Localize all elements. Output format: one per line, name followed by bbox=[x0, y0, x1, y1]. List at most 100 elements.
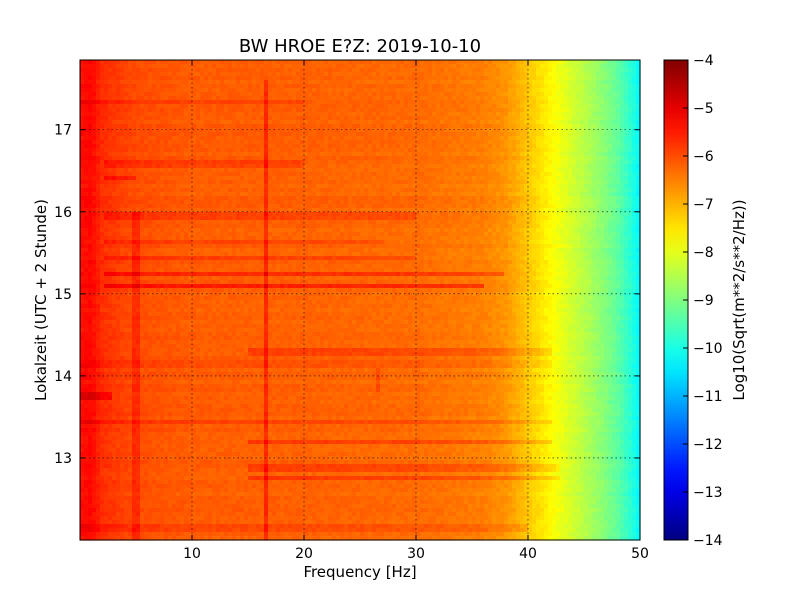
heatmap-cell bbox=[192, 192, 197, 197]
heatmap-cell bbox=[416, 96, 421, 101]
heatmap-cell bbox=[116, 144, 121, 149]
heatmap-cell bbox=[312, 88, 317, 93]
heatmap-cell bbox=[376, 128, 381, 133]
heatmap-cell bbox=[104, 92, 109, 97]
heatmap-cell bbox=[356, 192, 361, 197]
heatmap-cell bbox=[252, 88, 257, 93]
heatmap-cell bbox=[516, 184, 521, 189]
heatmap-cell bbox=[456, 132, 461, 137]
heatmap-cell bbox=[388, 60, 393, 65]
heatmap-cell bbox=[204, 88, 209, 93]
heatmap-cell bbox=[516, 116, 521, 121]
heatmap-cell bbox=[156, 100, 161, 105]
heatmap-cell bbox=[236, 88, 241, 93]
heatmap-cell bbox=[544, 124, 549, 129]
heatmap-cell bbox=[232, 72, 237, 77]
heatmap-cell bbox=[600, 152, 605, 157]
heatmap-cell bbox=[416, 180, 421, 185]
heatmap-cell bbox=[604, 80, 609, 85]
heatmap-cell bbox=[96, 200, 101, 205]
heatmap-cell bbox=[132, 100, 137, 105]
heatmap-cell bbox=[248, 188, 253, 193]
heatmap-cell bbox=[336, 92, 341, 97]
heatmap-cell bbox=[108, 60, 113, 65]
heatmap-cell bbox=[108, 176, 113, 181]
heatmap-cell bbox=[208, 104, 213, 109]
heatmap-cell bbox=[260, 144, 265, 149]
heatmap-cell bbox=[560, 116, 565, 121]
heatmap-cell bbox=[308, 92, 313, 97]
heatmap-cell bbox=[320, 104, 325, 109]
heatmap-cell bbox=[196, 112, 201, 117]
heatmap-cell bbox=[124, 120, 129, 125]
heatmap-cell bbox=[228, 76, 233, 81]
heatmap-cell bbox=[208, 124, 213, 129]
heatmap-cell bbox=[488, 60, 493, 65]
heatmap-cell bbox=[176, 152, 181, 157]
heatmap-cell bbox=[568, 128, 573, 133]
heatmap-cell bbox=[256, 180, 261, 185]
heatmap-cell bbox=[252, 176, 257, 181]
heatmap-cell bbox=[144, 148, 149, 153]
heatmap-cell bbox=[192, 72, 197, 77]
heatmap-cell bbox=[188, 132, 193, 137]
heatmap-cell bbox=[636, 152, 641, 157]
heatmap-cell bbox=[408, 152, 413, 157]
heatmap-cell bbox=[172, 84, 177, 89]
heatmap-cell bbox=[232, 176, 237, 181]
heatmap-cell bbox=[328, 136, 333, 141]
heatmap-cell bbox=[156, 168, 161, 173]
heatmap-cell bbox=[600, 132, 605, 137]
heatmap-cell bbox=[480, 112, 485, 117]
heatmap-cell bbox=[216, 160, 221, 165]
heatmap-cell bbox=[584, 76, 589, 81]
heatmap-cell bbox=[328, 188, 333, 193]
heatmap-cell bbox=[268, 172, 273, 177]
heatmap-cell bbox=[328, 108, 333, 113]
heatmap-cell bbox=[452, 156, 457, 161]
heatmap-cell bbox=[608, 128, 613, 133]
heatmap-cell bbox=[308, 108, 313, 113]
heatmap-cell bbox=[444, 136, 449, 141]
heatmap-cell bbox=[196, 180, 201, 185]
heatmap-cell bbox=[416, 196, 421, 201]
heatmap-cell bbox=[504, 132, 509, 137]
heatmap-cell bbox=[460, 128, 465, 133]
heatmap-cell bbox=[560, 140, 565, 145]
heatmap-cell bbox=[488, 192, 493, 197]
heatmap-cell bbox=[320, 188, 325, 193]
heatmap-cell bbox=[288, 156, 293, 161]
heatmap-cell bbox=[612, 176, 617, 181]
heatmap-cell bbox=[560, 80, 565, 85]
heatmap-cell bbox=[308, 124, 313, 129]
heatmap-cell bbox=[604, 188, 609, 193]
heatmap-cell bbox=[120, 84, 125, 89]
heatmap-cell bbox=[512, 140, 517, 145]
heatmap-cell bbox=[388, 144, 393, 149]
heatmap-cell bbox=[532, 168, 537, 173]
heatmap-cell bbox=[80, 132, 85, 137]
heatmap-cell bbox=[628, 68, 633, 73]
heatmap-cell bbox=[104, 200, 109, 205]
heatmap-cell bbox=[620, 180, 625, 185]
heatmap-cell bbox=[420, 176, 425, 181]
heatmap-cell bbox=[124, 104, 129, 109]
heatmap-cell bbox=[216, 104, 221, 109]
heatmap-cell bbox=[464, 96, 469, 101]
heatmap-cell bbox=[448, 64, 453, 69]
heatmap-cell bbox=[476, 128, 481, 133]
heatmap-cell bbox=[168, 76, 173, 81]
heatmap-cell bbox=[192, 140, 197, 145]
heatmap-cell bbox=[272, 108, 277, 113]
heatmap-cell bbox=[540, 76, 545, 81]
heatmap-cell bbox=[492, 92, 497, 97]
heatmap-cell bbox=[96, 192, 101, 197]
heatmap-cell bbox=[292, 124, 297, 129]
heatmap-cell bbox=[592, 72, 597, 77]
heatmap-cell bbox=[192, 164, 197, 169]
heatmap-cell bbox=[336, 80, 341, 85]
heatmap-cell bbox=[492, 72, 497, 77]
heatmap-cell bbox=[80, 96, 85, 101]
heatmap-cell bbox=[312, 120, 317, 125]
heatmap-cell bbox=[476, 60, 481, 65]
